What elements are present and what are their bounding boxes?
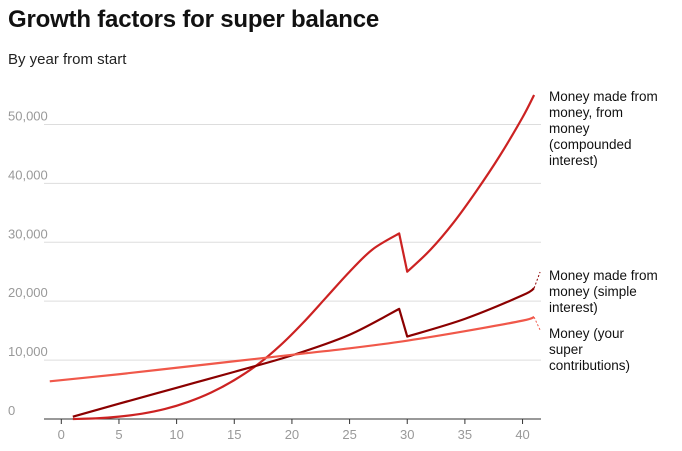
series-label-line: interest) [549, 153, 598, 168]
label-connectors [533, 271, 541, 331]
connector-contributions [533, 316, 541, 331]
chart-subtitle: By year from start [8, 51, 127, 68]
y-tick-label: 20,000 [8, 285, 48, 300]
series-label-line: money, from [549, 105, 624, 120]
gridlines [44, 123, 541, 361]
series-label-line: Money made from [549, 268, 658, 283]
chart-title: Growth factors for super balance [8, 6, 380, 33]
series-label-line: contributions) [549, 358, 631, 373]
series-label-line: super [549, 342, 583, 357]
y-tick-label: 30,000 [8, 226, 48, 241]
series-label-line: money [549, 121, 590, 136]
x-tick-label: 20 [285, 427, 299, 442]
connector-simple-interest [533, 271, 541, 289]
series-label-contributions: Money (your super contributions) [549, 326, 630, 374]
y-tick-label: 50,000 [8, 108, 48, 123]
series-label-compounded-interest: Money made from money, from money (compound… [549, 89, 658, 169]
series-line-simple-interest [72, 287, 535, 418]
y-axis-ticks: 0 10,000 20,000 30,000 40,000 50,000 [8, 108, 48, 418]
x-tick-label: 0 [58, 427, 65, 442]
x-axis: 0 5 10 15 20 25 30 35 40 [44, 418, 541, 442]
x-tick-label: 40 [515, 427, 529, 442]
series-line-compounded-interest [72, 94, 536, 421]
series-label-line: interest) [549, 300, 598, 315]
x-tick-label: 30 [400, 427, 414, 442]
y-tick-label: 0 [8, 403, 15, 418]
x-tick-label: 10 [169, 427, 183, 442]
series-lines [49, 94, 536, 421]
series-label-line: money (simple [549, 284, 637, 299]
x-tick-label: 5 [115, 427, 122, 442]
series-label-line: Money made from [549, 89, 658, 104]
x-tick-label: 25 [342, 427, 356, 442]
series-line-contributions [49, 316, 535, 383]
series-label-line: (compounded [549, 137, 632, 152]
y-tick-label: 40,000 [8, 167, 48, 182]
y-tick-label: 10,000 [8, 344, 48, 359]
series-label-line: Money (your [549, 326, 625, 341]
x-tick-label: 35 [458, 427, 472, 442]
series-label-simple-interest: Money made from money (simple interest) [549, 268, 658, 316]
x-tick-label: 15 [227, 427, 241, 442]
